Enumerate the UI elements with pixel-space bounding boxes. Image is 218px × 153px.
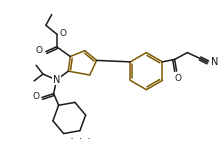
Text: O: O (174, 74, 181, 83)
Text: O: O (36, 46, 43, 55)
Text: N: N (211, 57, 218, 67)
Text: O: O (60, 29, 66, 38)
Text: O: O (32, 92, 39, 101)
Text: N: N (53, 75, 60, 85)
Text: · · ·: · · · (70, 136, 92, 142)
